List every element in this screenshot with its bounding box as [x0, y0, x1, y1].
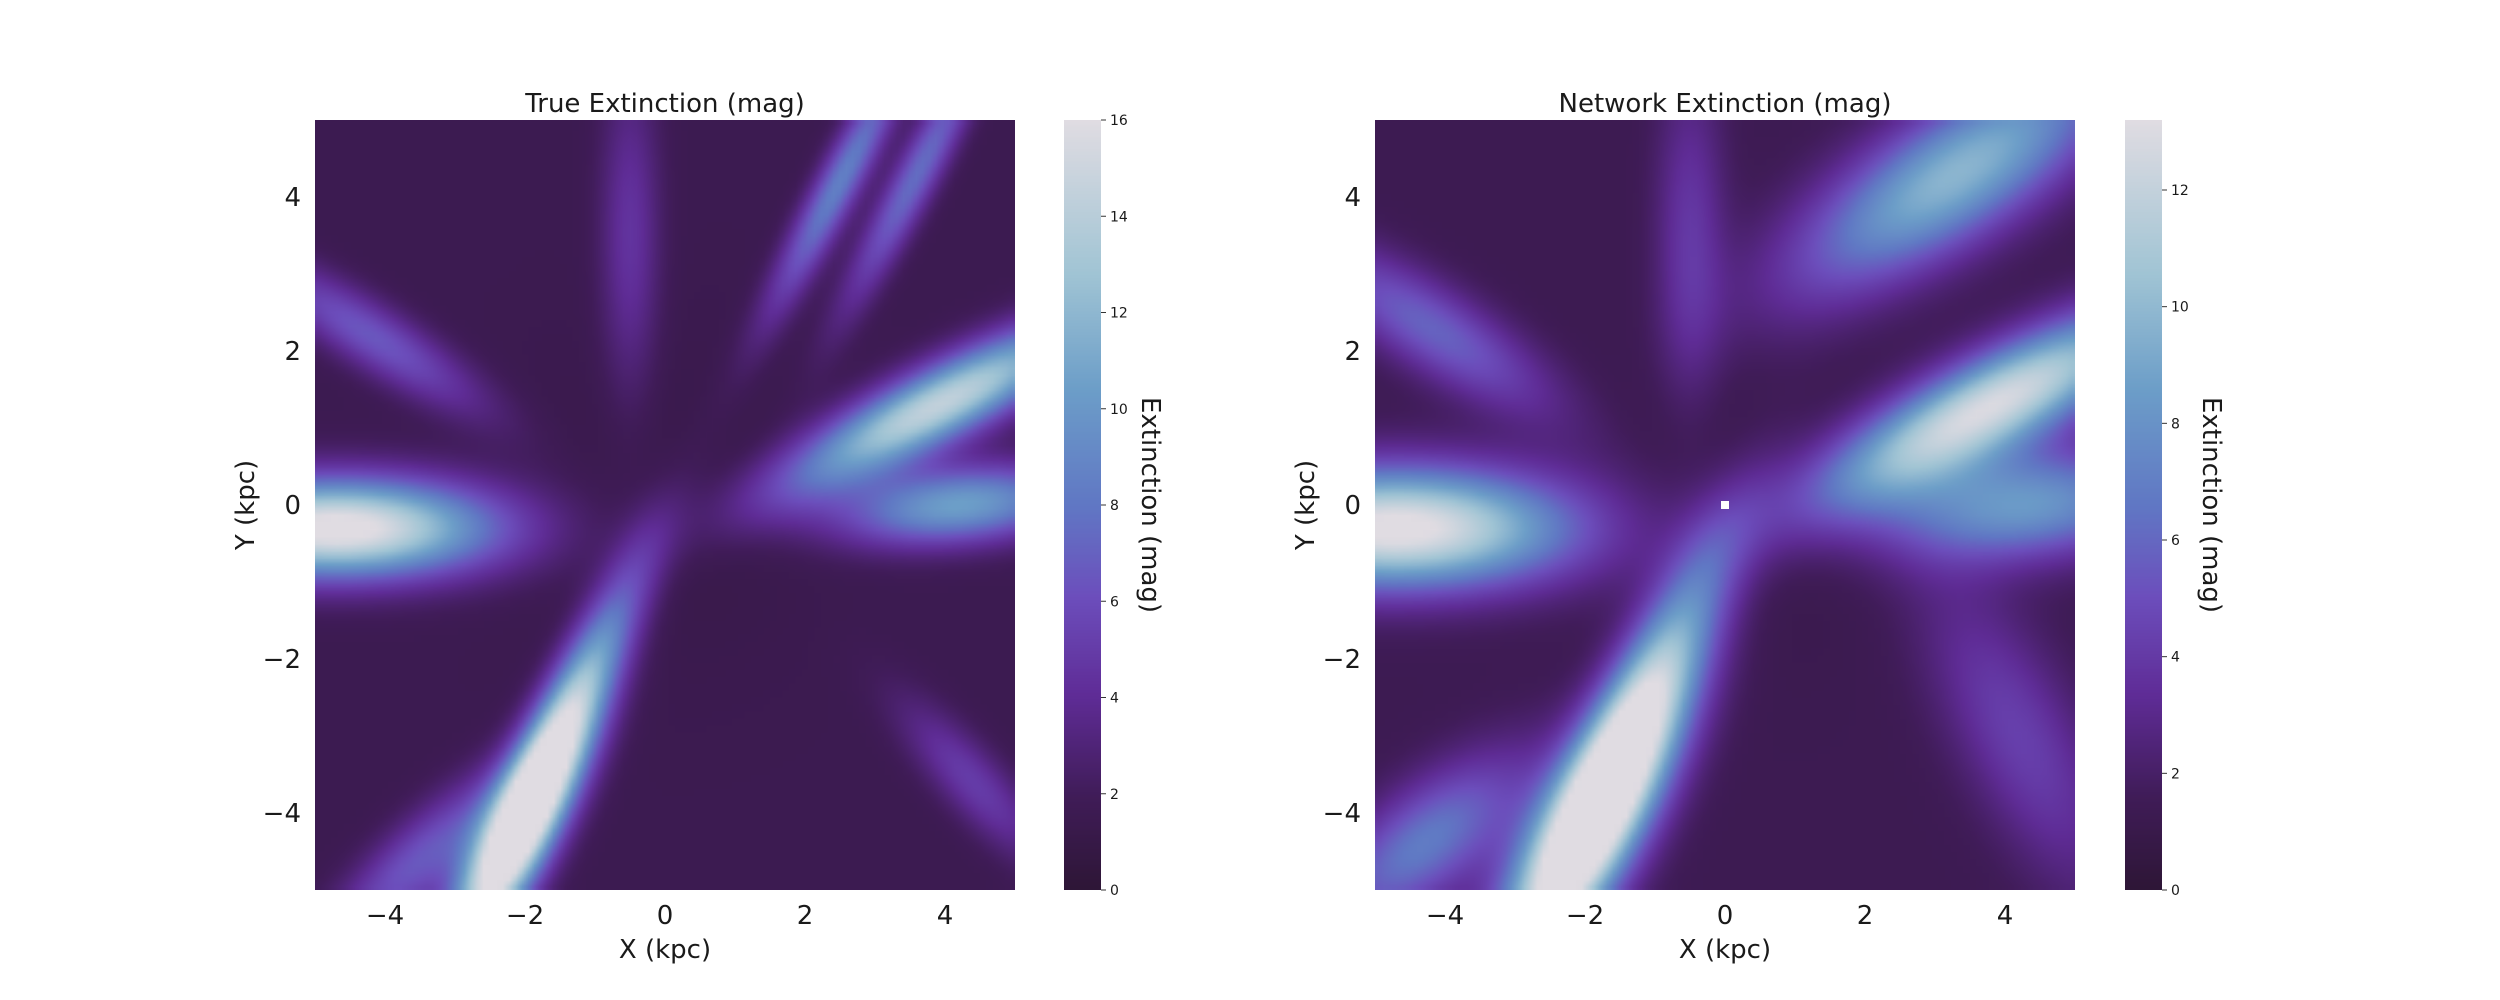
network-extinction-panel: Network Extinction (mag) −4 −2 0 2 4 −4 −2 0 2 4… — [1291, 89, 2226, 965]
x-tick-label: 4 — [937, 901, 954, 931]
x-tick-label: −2 — [506, 901, 544, 931]
colorbar-tick-label: 14 — [1110, 209, 1128, 225]
y-tick-labels: −4 −2 0 2 4 — [263, 183, 301, 829]
colorbar-tick-label: 10 — [1110, 402, 1128, 418]
x-tick-label: 2 — [1857, 901, 1874, 931]
colorbar-tick-label: 2 — [2171, 766, 2180, 782]
colorbar-tick-label: 8 — [2171, 416, 2180, 432]
colorbar-tick-label: 2 — [1110, 787, 1119, 803]
true-extinction-panel: True Extinction (mag) −4 −2 0 2 4 −4 −2 0 2 4 X … — [231, 89, 1165, 965]
x-tick-labels: −4 −2 0 2 4 — [366, 901, 953, 931]
chart-title: True Extinction (mag) — [524, 89, 805, 119]
x-tick-label: 2 — [797, 901, 814, 931]
y-tick-label: 2 — [1344, 337, 1361, 367]
colorbar-tick-label: 8 — [1110, 498, 1119, 514]
colorbar-tick-label: 0 — [1110, 883, 1119, 899]
x-axis-label: X (kpc) — [1679, 935, 1771, 965]
heatmap-image — [315, 120, 1015, 890]
colorbar-tick-label: 4 — [1110, 691, 1119, 707]
colorbar-tick-label: 4 — [2171, 650, 2180, 666]
y-tick-label: −4 — [1323, 799, 1361, 829]
colorbar-label: Extinction (mag) — [2196, 397, 2226, 613]
colorbar-tick-label: 10 — [2171, 300, 2189, 316]
y-tick-labels: −4 −2 0 2 4 — [1323, 183, 1361, 829]
origin-marker — [1721, 501, 1729, 509]
colorbar — [2125, 120, 2162, 890]
colorbar-tick-label: 6 — [2171, 533, 2180, 549]
x-axis-label: X (kpc) — [619, 935, 711, 965]
x-tick-labels: −4 −2 0 2 4 — [1426, 901, 2013, 931]
y-tick-label: −2 — [263, 645, 301, 675]
colorbar-ticks: 0 2 4 6 8 10 12 — [2162, 183, 2189, 899]
chart-title: Network Extinction (mag) — [1559, 89, 1892, 119]
colorbar-ticks: 0 2 4 6 8 10 12 14 16 — [1101, 113, 1128, 899]
x-tick-label: 4 — [1997, 901, 2014, 931]
colorbar — [1064, 120, 1101, 890]
y-tick-label: 4 — [1344, 183, 1361, 213]
colorbar-tick-label: 0 — [2171, 883, 2180, 899]
colorbar-tick-label: 12 — [2171, 183, 2189, 199]
x-tick-label: −4 — [1426, 901, 1464, 931]
y-tick-label: 2 — [284, 337, 301, 367]
colorbar-tick-label: 6 — [1110, 594, 1119, 610]
y-axis-label: Y (kpc) — [1291, 460, 1321, 551]
colorbar-label: Extinction (mag) — [1135, 397, 1165, 613]
x-tick-label: −2 — [1566, 901, 1604, 931]
colorbar-tick-label: 12 — [1110, 306, 1128, 322]
y-tick-label: −4 — [263, 799, 301, 829]
y-tick-label: −2 — [1323, 645, 1361, 675]
x-tick-label: −4 — [366, 901, 404, 931]
y-tick-label: 0 — [1344, 491, 1361, 521]
y-tick-label: 4 — [284, 183, 301, 213]
y-tick-label: 0 — [284, 491, 301, 521]
y-axis-label: Y (kpc) — [231, 460, 261, 551]
x-tick-label: 0 — [657, 901, 674, 931]
x-tick-label: 0 — [1717, 901, 1734, 931]
colorbar-tick-label: 16 — [1110, 113, 1128, 129]
